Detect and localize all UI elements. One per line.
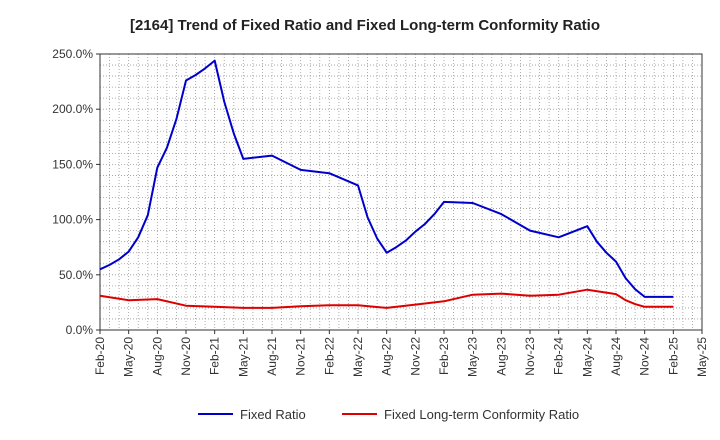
x-tick-label: May-20 (122, 337, 136, 377)
x-tick-label: Aug-23 (494, 337, 508, 376)
series-lines (99, 59, 674, 309)
x-tick-label: Aug-21 (265, 337, 279, 376)
y-tick-label: 250.0% (52, 47, 93, 61)
x-tick-label: Nov-22 (408, 337, 422, 376)
x-tick-label: Feb-23 (437, 337, 451, 375)
y-tick-label: 200.0% (52, 102, 93, 116)
x-tick-label: May-22 (351, 337, 365, 377)
series-line-2 (99, 288, 674, 309)
legend-label-2: Fixed Long-term Conformity Ratio (384, 407, 579, 422)
x-tick-label: May-21 (236, 337, 250, 377)
plot-area (99, 53, 703, 331)
x-tick-label: Nov-20 (179, 337, 193, 376)
grid (99, 54, 703, 330)
chart-title: [2164] Trend of Fixed Ratio and Fixed Lo… (130, 17, 600, 34)
y-tick-label: 50.0% (59, 268, 93, 282)
y-axis: 0.0% 50.0% 100.0% 150.0% 200.0% 250.0% (52, 47, 100, 337)
x-tick-label: Feb-22 (322, 337, 336, 375)
x-tick-label: Feb-20 (93, 337, 107, 375)
x-tick-label: Nov-21 (294, 337, 308, 376)
x-tick-label: Feb-25 (666, 337, 680, 375)
x-tick-label: Aug-22 (380, 337, 394, 376)
x-axis: Feb-20 May-20 Aug-20 Nov-20 Feb-21 May-21 Aug-… (93, 330, 709, 377)
x-tick-label: Nov-23 (523, 337, 537, 376)
x-tick-label: Feb-21 (208, 337, 222, 375)
x-tick-label: Aug-20 (150, 337, 164, 376)
series-line-1 (99, 59, 674, 298)
x-tick-label: Aug-24 (609, 337, 623, 376)
x-tick-label: May-24 (580, 337, 594, 377)
legend-label-1: Fixed Ratio (240, 407, 306, 422)
x-tick-label: Nov-24 (638, 337, 652, 376)
x-tick-label: Feb-24 (552, 337, 566, 375)
y-tick-label: 0.0% (66, 323, 94, 337)
x-tick-label: May-23 (466, 337, 480, 377)
y-tick-label: 100.0% (52, 213, 93, 227)
x-tick-label: May-25 (695, 337, 709, 377)
y-tick-label: 150.0% (52, 157, 93, 171)
legend: Fixed Ratio Fixed Long-term Conformity Ra… (198, 407, 579, 422)
